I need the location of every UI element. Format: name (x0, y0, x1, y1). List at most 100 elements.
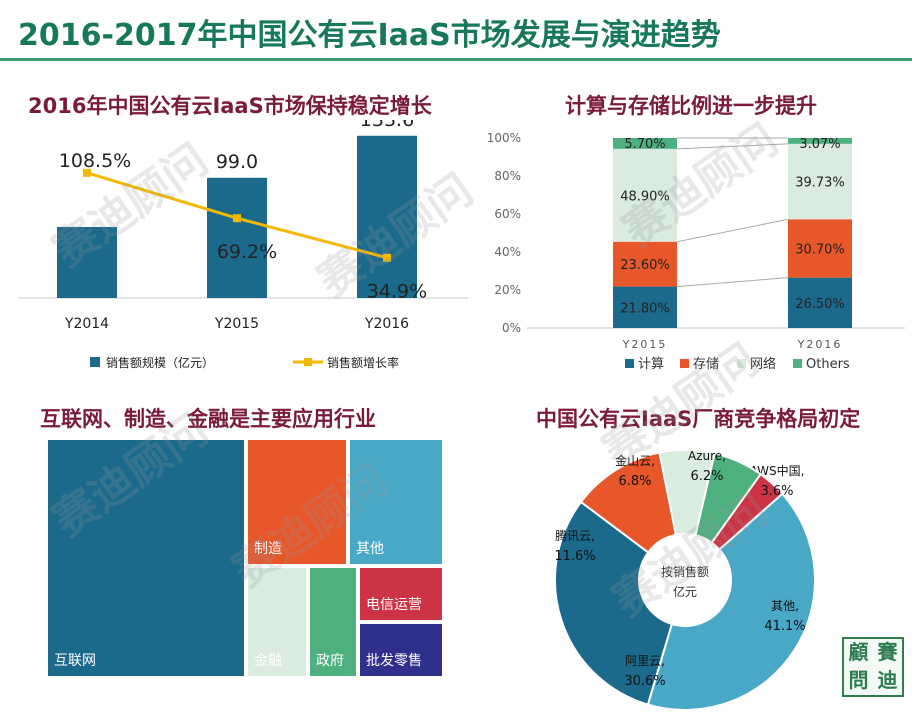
treemap-label: 制造 (254, 541, 282, 557)
bar-value-label: 58.5 (66, 196, 108, 218)
treemap-label: 互联网 (54, 653, 96, 669)
segment-value-label: 21.80% (620, 301, 670, 316)
chart3-title: 互联网、制造、金融是主要应用行业 (40, 407, 376, 431)
treemap-cell-government: 政府 (308, 566, 358, 678)
treemap-cell-finance: 金融 (246, 566, 308, 678)
slice-name-label: 其他, (771, 599, 799, 613)
logo-char: 迪 (877, 668, 898, 692)
sales-growth-chart: Y2014 58.5 Y2015 99.0 Y2016 133.6 108.5% 69.2% 3… (18, 120, 468, 370)
y-tick-label: 20% (494, 283, 521, 297)
treemap-label: 批发零售 (366, 653, 422, 669)
connector-line (676, 218, 789, 243)
logo-char: 賽 (877, 640, 898, 664)
connector-line (676, 277, 789, 288)
connector-line (676, 143, 789, 150)
bar (357, 135, 417, 298)
slice-value-label: 30.6% (624, 674, 665, 689)
segment-value-label: 30.70% (795, 242, 845, 257)
legend-swatch-growth-marker (304, 358, 312, 366)
slice-value-label: 11.6% (554, 549, 595, 564)
x-tick-label: Y2016 (797, 338, 843, 351)
legend-label: 销售额增长率 (327, 355, 399, 370)
bar (57, 226, 117, 298)
donut-center-label: 亿元 (673, 584, 697, 599)
legend-label: 销售额规模（亿元） (106, 355, 214, 370)
saidi-logo: 顧 賽 問 迪 (842, 637, 904, 697)
legend-label: Others (806, 357, 850, 372)
growth-value-label: 108.5% (59, 150, 131, 172)
legend-label: 网络 (750, 356, 776, 372)
growth-value-label: 69.2% (217, 241, 277, 263)
bar-value-label: 99.0 (216, 151, 258, 173)
bar-value-label: 133.6 (360, 120, 414, 131)
slice-name-label: 阿里云, (625, 654, 665, 668)
slice-value-label: 3.6% (760, 484, 793, 499)
vendor-share-donut: AWS中国, 3.6% 其他, 41.1% 阿里云, 30.6% 腾讯云, 11.6% 金山云,… (554, 449, 816, 711)
treemap-label: 其他 (356, 541, 384, 557)
y-tick-label: 60% (494, 207, 521, 221)
y-tick-label: 0% (502, 321, 521, 335)
y-tick-label: 40% (494, 245, 521, 259)
segment-value-label: 3.07% (799, 137, 840, 152)
slice-name-label: AWS中国, (750, 463, 805, 478)
treemap-label: 电信运营 (366, 597, 422, 613)
slice-name-label: 腾讯云, (555, 528, 595, 543)
stacked-segment (788, 277, 852, 328)
treemap-cell-retail: 批发零售 (358, 622, 444, 678)
industry-treemap: 互联网 制造 其他 金融 政府 电信运营 批发零售 (46, 438, 444, 678)
slice-name-label: 金山云, (615, 453, 655, 468)
legend-swatch-sales (90, 357, 100, 367)
slice-value-label: 6.2% (690, 469, 723, 484)
chart4-title: 中国公有云IaaS厂商竞争格局初定 (536, 407, 861, 431)
y-tick-label: 80% (494, 169, 521, 183)
compute-storage-chart: 0% 20% 40% 60% 80% 100% 21.80% 23.60% 48.90% 5.70… (487, 131, 905, 372)
stacked-segment (613, 148, 677, 242)
donut-slice (694, 452, 762, 544)
legend-label: 计算 (638, 357, 664, 372)
growth-marker (383, 253, 391, 262)
page-title: 2016-2017年中国公有云IaaS市场发展与演进趋势 (18, 18, 721, 53)
legend-label: 存储 (693, 357, 719, 372)
treemap-cell-other: 其他 (348, 438, 444, 566)
legend-swatch (737, 359, 746, 368)
legend-swatch (680, 359, 689, 368)
x-tick-label: Y2016 (364, 316, 409, 332)
growth-marker (233, 214, 241, 223)
stacked-segment (613, 286, 677, 328)
x-tick-label: Y2015 (214, 316, 259, 332)
segment-value-label: 5.70% (624, 137, 665, 152)
logo-char: 問 (848, 668, 869, 692)
segment-value-label: 26.50% (795, 297, 845, 312)
stacked-segment (788, 143, 852, 220)
x-tick-label: Y2015 (622, 338, 668, 351)
segment-value-label: 23.60% (620, 258, 670, 273)
stacked-segment (788, 219, 852, 278)
treemap-label: 金融 (254, 653, 282, 669)
donut-slice (646, 492, 816, 711)
treemap-cell-manufacturing: 制造 (246, 438, 348, 566)
legend-swatch (793, 359, 802, 368)
legend-swatch (625, 359, 634, 368)
bar (207, 177, 267, 298)
stacked-segment (613, 241, 677, 287)
chart1-title: 2016年中国公有云IaaS市场保持稳定增长 (28, 94, 432, 118)
slice-value-label: 41.1% (764, 619, 805, 634)
treemap-label: 政府 (316, 653, 344, 669)
treemap-cell-internet: 互联网 (46, 438, 246, 678)
segment-value-label: 39.73% (795, 176, 845, 191)
title-divider (0, 58, 912, 61)
stacked-segment (788, 138, 852, 144)
growth-marker (83, 168, 91, 177)
growth-value-label: 34.9% (367, 281, 427, 303)
segment-value-label: 48.90% (620, 189, 670, 204)
donut-center-label: 按销售额 (661, 564, 709, 579)
donut-slice (554, 500, 674, 706)
chart2-title: 计算与存储比例进一步提升 (565, 94, 817, 118)
x-tick-label: Y2014 (64, 316, 109, 332)
y-tick-label: 100% (487, 131, 521, 145)
logo-char: 顧 (848, 640, 869, 664)
slice-value-label: 6.8% (618, 474, 651, 489)
treemap-cell-telecom: 电信运营 (358, 566, 444, 622)
stacked-segment (613, 138, 677, 149)
slice-name-label: Azure, (688, 449, 726, 463)
